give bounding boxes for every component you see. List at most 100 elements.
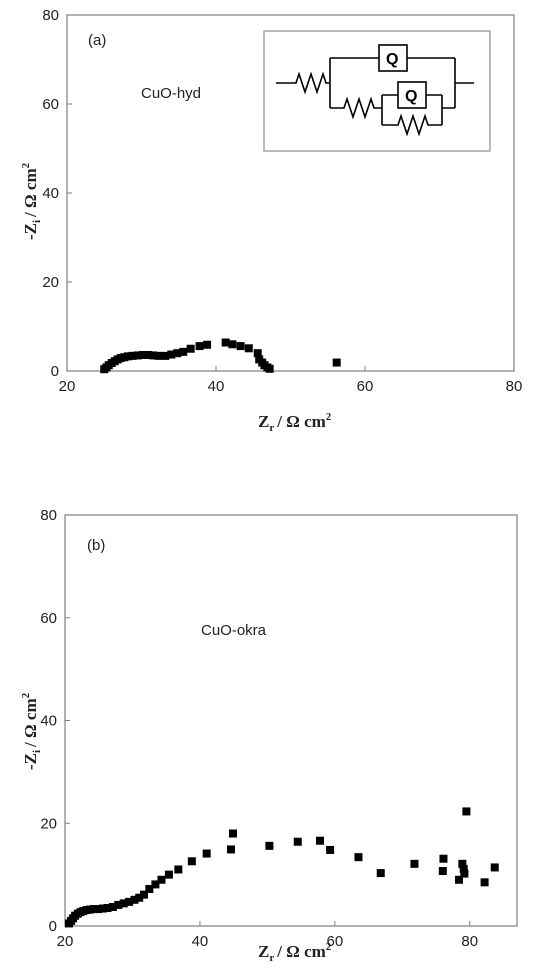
y-tick-label: 40 [40, 713, 57, 730]
data-point [265, 364, 274, 373]
data-point [173, 349, 182, 358]
data-point [195, 342, 204, 351]
panel-b-plot-frame [64, 514, 518, 927]
x-tick-label: 80 [461, 933, 478, 950]
panel-a-y-ticks: 0 20 40 60 80 [42, 7, 72, 380]
data-point [119, 899, 128, 908]
inset-q-label-nested: Q [405, 88, 417, 105]
data-point [228, 829, 237, 838]
data-point [480, 878, 489, 887]
y-tick-label: 0 [51, 363, 59, 380]
data-point [459, 864, 468, 873]
data-point [316, 836, 325, 845]
data-point [265, 841, 274, 850]
data-point [179, 347, 188, 356]
data-point [94, 905, 103, 914]
data-point [203, 340, 212, 349]
data-point [133, 351, 142, 360]
y-tick-label: 60 [40, 610, 57, 627]
data-point [114, 900, 123, 909]
data-point [221, 338, 230, 347]
inset-nested-resistor [382, 113, 442, 137]
panel-b-x-axis-title: Zr / Ω cm2 [258, 941, 332, 964]
data-point [103, 904, 112, 913]
data-point [135, 893, 144, 902]
data-point [460, 869, 469, 878]
data-point [85, 905, 94, 914]
data-point [161, 351, 170, 360]
data-point [410, 859, 419, 868]
x-tick-label: 80 [506, 378, 523, 395]
data-point [149, 351, 158, 360]
data-point [326, 845, 335, 854]
y-tick-label: 60 [42, 96, 59, 113]
inset-series-resistor [276, 71, 330, 95]
inset-right-node [454, 58, 474, 108]
panel-b-y-axis-title: -Zi/ Ω cm2 [20, 692, 43, 770]
panel-a-data-points [100, 338, 341, 374]
panel-b-data-points [65, 807, 499, 928]
data-point [186, 344, 195, 353]
x-tick-label: 60 [357, 378, 374, 395]
panel-a-annotation: CuO-hyd [141, 85, 201, 102]
panel-a-y-axis-title: -Zi/ Ω cm2 [20, 162, 43, 240]
inset-q-box-top [378, 44, 408, 72]
data-point [439, 854, 448, 863]
x-tick-label: 20 [59, 378, 76, 395]
data-point [332, 358, 341, 367]
x-tick-label: 60 [327, 933, 344, 950]
data-point [202, 849, 211, 858]
data-point [226, 845, 235, 854]
data-point [164, 870, 173, 879]
x-tick-label: 40 [208, 378, 225, 395]
panel-b-annotation: CuO-okra [201, 622, 267, 639]
data-point [154, 351, 163, 360]
y-tick-label: 0 [49, 918, 57, 935]
y-tick-label: 80 [40, 507, 57, 524]
panel-b-y-ticks: 0 20 40 60 80 [40, 507, 70, 935]
panel-a-x-axis-title: Zr / Ω cm2 [258, 411, 332, 434]
data-point [187, 857, 196, 866]
data-point [90, 905, 99, 914]
data-point [293, 837, 302, 846]
data-point [108, 902, 117, 911]
data-point [125, 897, 134, 906]
data-point [462, 807, 471, 816]
data-point [139, 890, 148, 899]
inset-nested-node-right [441, 95, 455, 125]
data-point [151, 880, 160, 889]
data-point [244, 344, 253, 353]
data-point [253, 349, 262, 358]
data-point [157, 875, 166, 884]
y-tick-label: 40 [42, 185, 59, 202]
data-point [124, 352, 133, 361]
data-point [98, 904, 107, 913]
x-tick-label: 40 [192, 933, 209, 950]
inset-q-box-nested [397, 81, 427, 109]
data-point [490, 863, 499, 872]
data-point [454, 875, 463, 884]
data-point [458, 859, 467, 868]
panel-a-x-ticks: 20 40 60 80 [59, 366, 523, 395]
y-tick-label: 20 [42, 274, 59, 291]
inset-bottom-resistor [330, 96, 382, 120]
inset-frame [263, 30, 491, 152]
panel-a-inset-circuit: Q Q [263, 30, 491, 152]
panel-a-label: (a) [88, 32, 106, 49]
panel-b-x-ticks: 20 40 60 80 [57, 921, 478, 950]
data-point [376, 869, 385, 878]
y-tick-label: 20 [40, 815, 57, 832]
panel-b-label: (b) [87, 537, 105, 554]
x-tick-label: 20 [57, 933, 74, 950]
data-point [128, 351, 137, 360]
y-tick-label: 80 [42, 7, 59, 24]
data-point [438, 867, 447, 876]
data-point [174, 865, 183, 874]
data-point [167, 350, 176, 359]
data-point [130, 895, 139, 904]
data-point [144, 350, 153, 359]
data-point [138, 350, 147, 359]
